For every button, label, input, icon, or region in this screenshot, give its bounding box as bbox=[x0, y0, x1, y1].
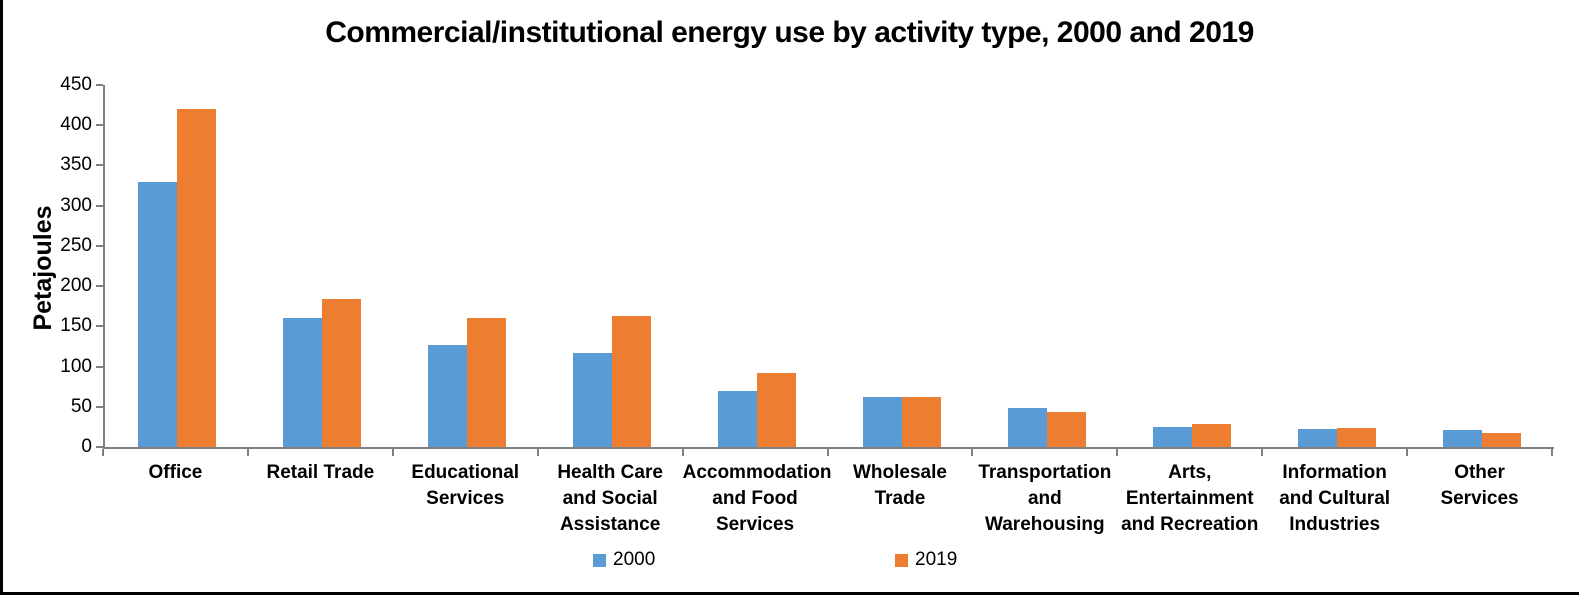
bar-2000-accommodation-and-food-services bbox=[718, 390, 758, 447]
category-label-transportation-and-warehousing: Transportation and Warehousing bbox=[978, 462, 1112, 535]
y-axis-tick-label: 50 bbox=[70, 395, 92, 417]
bar-2019-office bbox=[177, 109, 217, 447]
category-label-arts-entertainment-and-recreation: Arts, Entertainment and Recreation bbox=[1121, 462, 1259, 535]
bar-2000-wholesale-trade bbox=[862, 397, 902, 447]
bar-2000-information-and-cultural-industries bbox=[1297, 429, 1337, 447]
x-axis-tick-mark bbox=[536, 449, 539, 456]
bar-2000-educational-services bbox=[428, 344, 468, 447]
bar-2000-retail-trade bbox=[283, 317, 323, 447]
category-label-wholesale-trade: Wholesale Trade bbox=[852, 462, 947, 509]
y-axis-tick-label: 400 bbox=[60, 114, 92, 136]
legend-swatch-2000 bbox=[593, 553, 606, 567]
y-axis-tick-mark bbox=[96, 285, 103, 288]
bar-2019-educational-services bbox=[467, 318, 507, 447]
category-label-educational-services: Educational Services bbox=[411, 462, 520, 509]
bar-2019-accommodation-and-food-services bbox=[757, 373, 797, 447]
legend-item-2000: 2000 bbox=[593, 549, 656, 570]
y-axis-tick-label: 300 bbox=[60, 194, 92, 216]
x-axis-tick-mark bbox=[391, 449, 394, 456]
y-axis-tick-mark bbox=[96, 446, 103, 448]
bar-2019-other-services bbox=[1481, 432, 1521, 447]
category-label-retail-trade: Retail Trade bbox=[266, 462, 375, 483]
legend-label-2000: 2000 bbox=[613, 549, 656, 570]
y-axis-tick-label: 150 bbox=[60, 315, 92, 337]
bar-2019-information-and-cultural-industries bbox=[1336, 427, 1376, 447]
bar-2019-wholesale-trade bbox=[901, 397, 941, 447]
category-label-office: Office bbox=[148, 462, 203, 483]
category-label-other-services: Other Services bbox=[1440, 462, 1519, 509]
x-axis-tick-mark bbox=[1406, 449, 1409, 456]
category-label-health-care-and-social-assistance: Health Care and Social Assistance bbox=[557, 462, 663, 535]
x-axis-tick-mark bbox=[102, 449, 104, 456]
y-axis-tick-label: 350 bbox=[60, 154, 92, 176]
bar-2019-health-care-and-social-assistance bbox=[612, 315, 652, 447]
x-axis-tick-mark bbox=[1116, 449, 1119, 456]
y-axis-tick-mark bbox=[96, 204, 103, 207]
legend-label-2019: 2019 bbox=[915, 549, 958, 570]
plot-area bbox=[103, 85, 1554, 449]
y-axis-tick-label: 250 bbox=[60, 234, 92, 256]
bar-2000-arts-entertainment-and-recreation bbox=[1152, 426, 1192, 447]
y-axis-tick-label: 100 bbox=[60, 355, 92, 377]
y-axis-tick-mark bbox=[96, 164, 103, 167]
x-axis-tick-mark bbox=[681, 449, 684, 456]
category-label-information-and-cultural-industries: Information and Cultural Industries bbox=[1279, 462, 1391, 535]
y-axis-tick-label: 450 bbox=[60, 74, 92, 95]
frame-left-border bbox=[0, 0, 3, 595]
x-axis-tick-mark bbox=[1261, 449, 1264, 456]
y-axis-tick-mark bbox=[96, 325, 103, 328]
y-axis-tick-mark bbox=[96, 405, 103, 408]
y-axis-tick-mark bbox=[96, 365, 103, 368]
y-axis-tick-label: 200 bbox=[60, 275, 92, 297]
y-axis-tick-mark bbox=[96, 84, 103, 86]
bar-2000-transportation-and-warehousing bbox=[1007, 407, 1047, 447]
bar-2000-other-services bbox=[1442, 430, 1482, 447]
bar-2019-transportation-and-warehousing bbox=[1046, 411, 1086, 447]
x-axis-tick-mark bbox=[246, 449, 249, 456]
bar-2000-health-care-and-social-assistance bbox=[573, 352, 613, 447]
bar-2019-arts-entertainment-and-recreation bbox=[1191, 423, 1231, 447]
y-axis-tick-label: 0 bbox=[81, 436, 92, 457]
bar-2000-office bbox=[138, 181, 178, 447]
frame-bottom-border bbox=[0, 592, 1579, 595]
legend-swatch-2019 bbox=[895, 553, 908, 567]
x-axis-tick-mark bbox=[1551, 449, 1553, 456]
bar-2019-retail-trade bbox=[322, 298, 362, 447]
y-axis-tick-mark bbox=[96, 244, 103, 247]
x-axis-tick-mark bbox=[971, 449, 974, 456]
legend-item-2019: 2019 bbox=[895, 549, 958, 570]
x-axis-tick-mark bbox=[826, 449, 829, 456]
chart-title: Commercial/institutional energy use by a… bbox=[325, 16, 1254, 49]
category-label-accommodation-and-food-services: Accommodation and Food Services bbox=[682, 462, 832, 535]
y-axis-tick-mark bbox=[96, 124, 103, 127]
